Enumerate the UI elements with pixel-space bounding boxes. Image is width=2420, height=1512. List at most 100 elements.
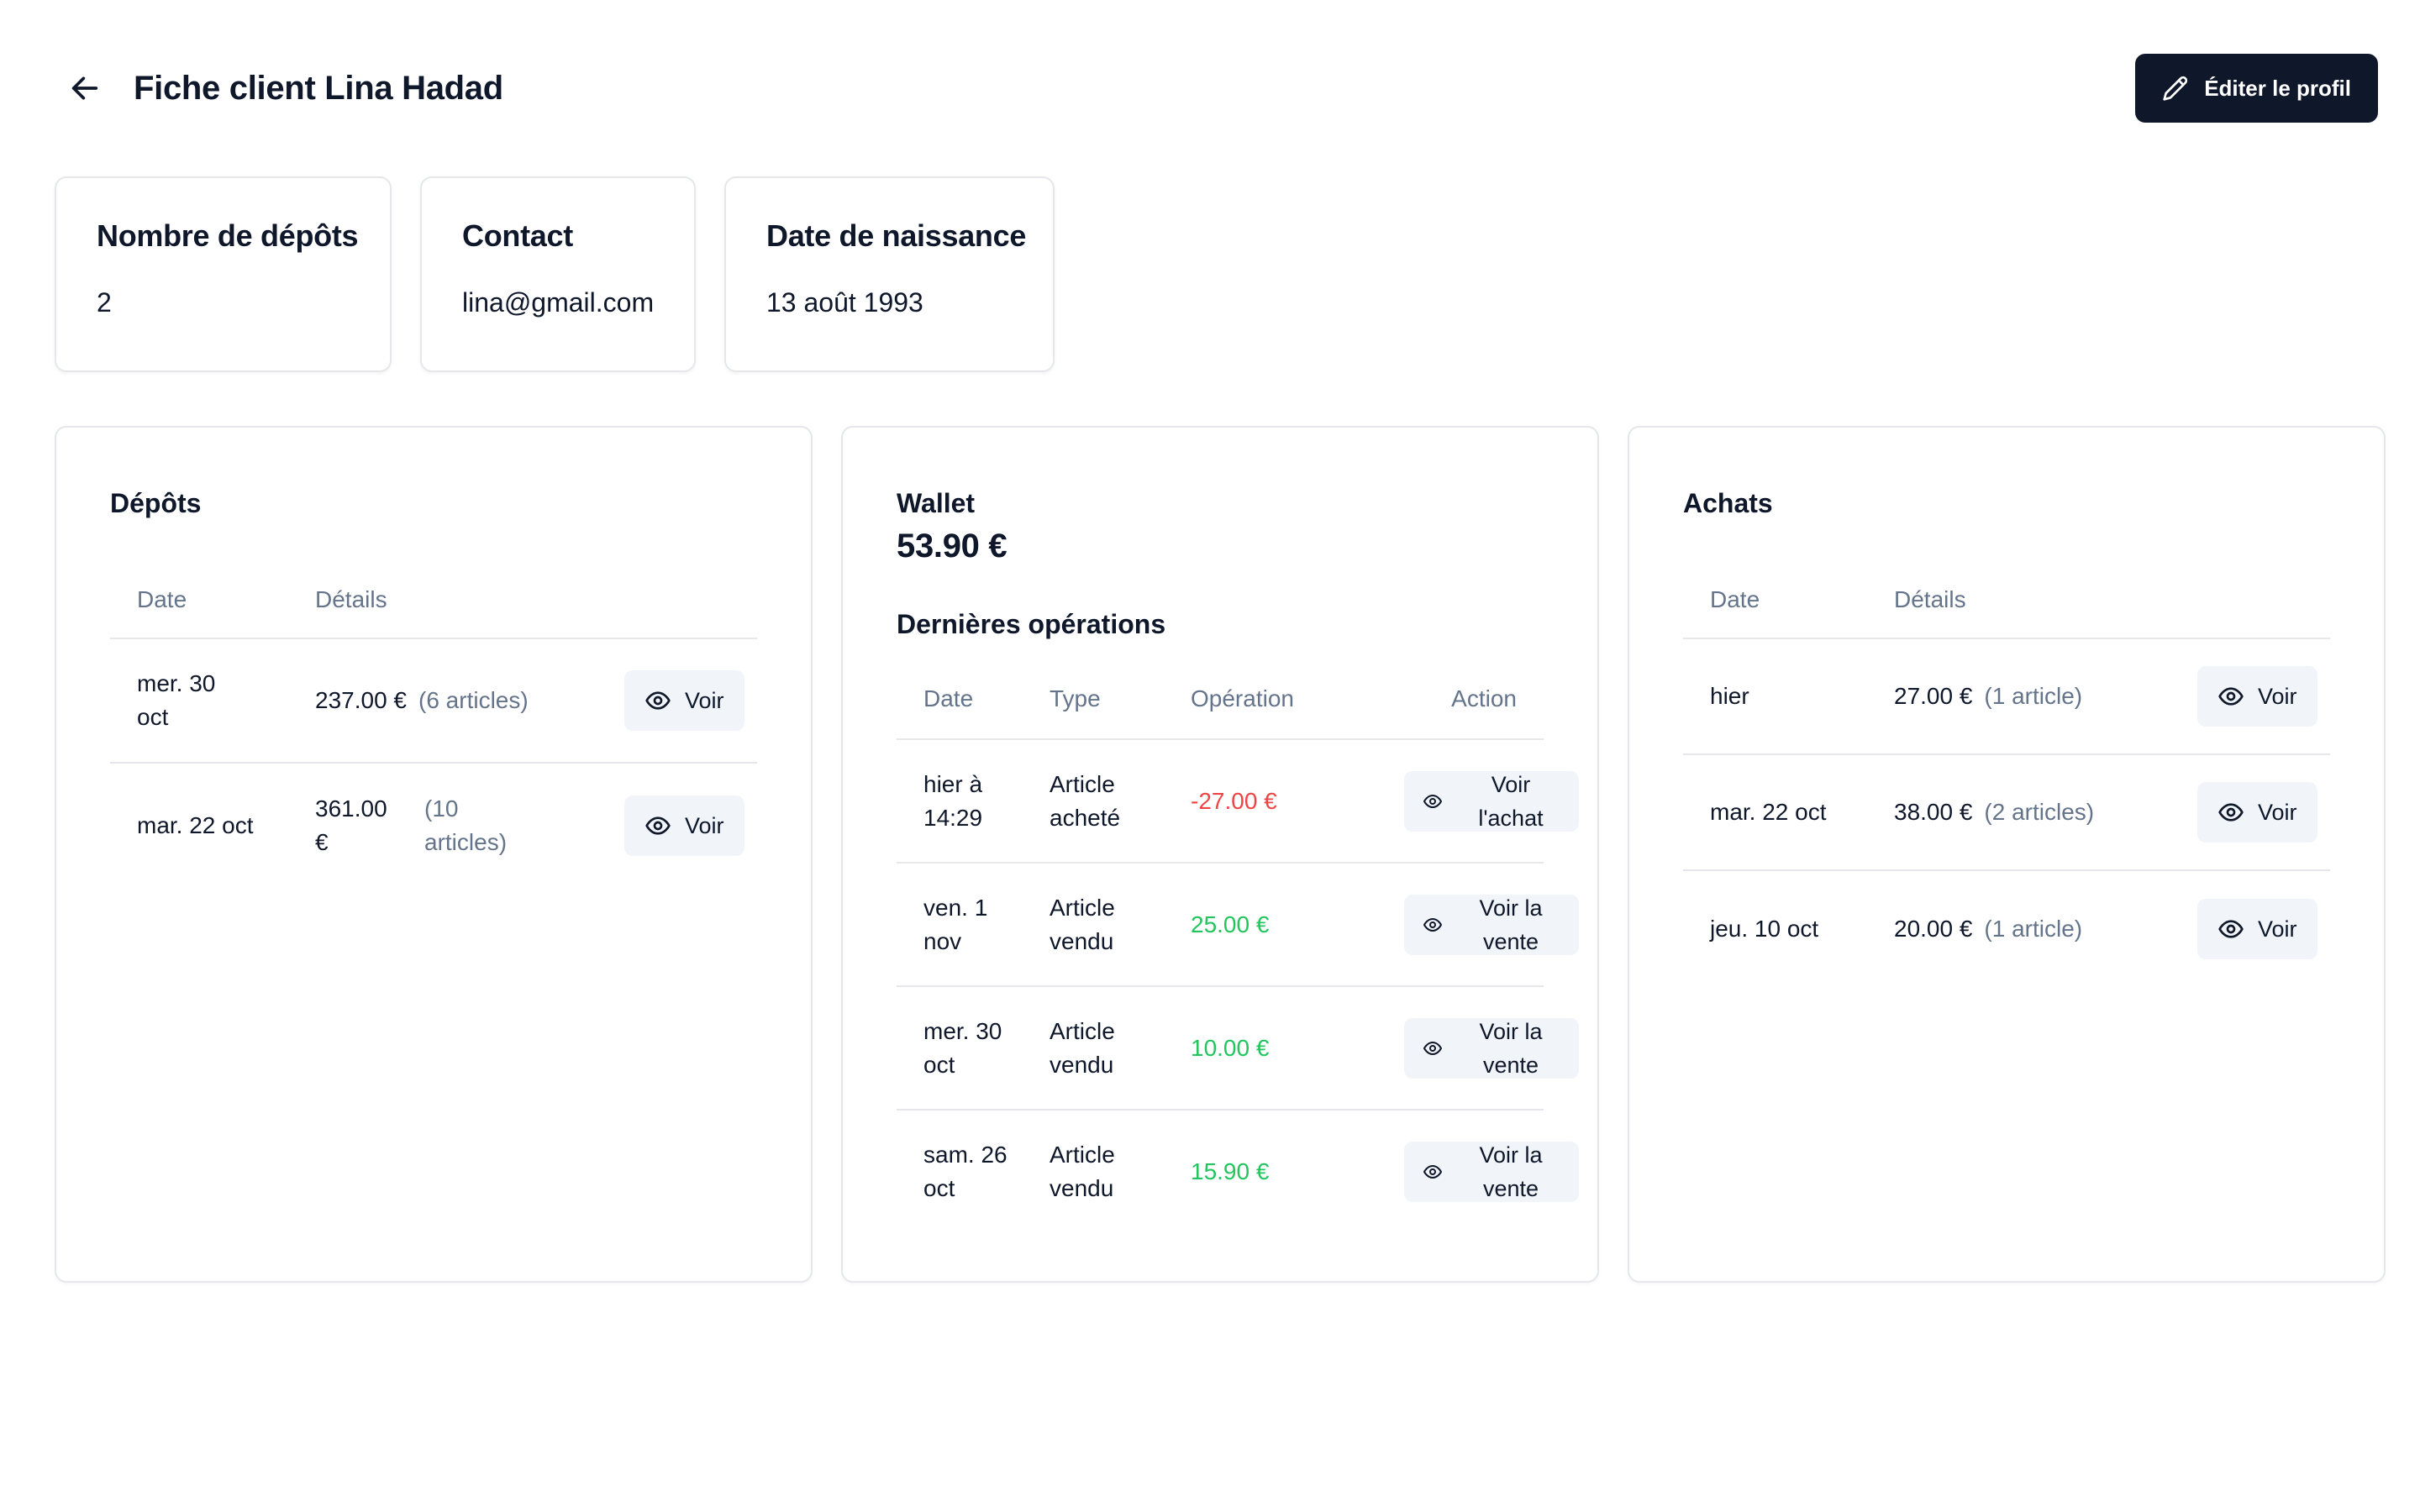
- view-label: Voir: [2258, 916, 2297, 942]
- table-row: jeu. 10 oct 20.00 € (1 article) Voir: [1683, 870, 2330, 986]
- column-header-type: Type: [1023, 659, 1164, 740]
- deposits-count-card: Nombre de dépôts 2: [55, 176, 392, 372]
- details-wrap: 361.00 € (10 articles): [315, 792, 597, 859]
- back-button[interactable]: [61, 65, 108, 112]
- table-row: hier 27.00 € (1 article) Voir: [1683, 638, 2330, 755]
- column-header-date: Date: [110, 561, 288, 639]
- eye-icon: [1423, 1165, 1442, 1179]
- row-action: Voir: [2170, 638, 2330, 755]
- table-header-row: Date Détails: [110, 561, 757, 639]
- table-header-row: Date Type Opération Action: [897, 659, 1544, 740]
- row-action: Voir la vente: [1404, 1110, 1579, 1233]
- column-header-details: Détails: [288, 561, 597, 639]
- view-label: Voir la vente: [1479, 1142, 1543, 1201]
- card-label: Date de naissance: [766, 218, 1027, 253]
- page-title: Fiche client Lina Hadad: [134, 69, 503, 107]
- row-action: Voir la vente: [1404, 986, 1579, 1110]
- row-type: Article vendu: [1050, 1142, 1115, 1201]
- row-action: Voir l'achat: [1404, 739, 1579, 864]
- row-date: ven. 1 nov: [897, 863, 1023, 987]
- card-label: Contact: [462, 218, 573, 253]
- info-cards: Nombre de dépôts 2 Contact lina@gmail.co…: [55, 176, 1055, 372]
- contact-card: Contact lina@gmail.com: [420, 176, 696, 372]
- view-sale-button[interactable]: Voir la vente: [1404, 1017, 1579, 1079]
- row-action: Voir: [2170, 870, 2330, 986]
- details-wrap: 20.00 € (1 article): [1894, 912, 2170, 946]
- table-row: hier à 14:29 Article acheté -27.00 € Voi…: [897, 739, 1579, 864]
- row-action: Voir: [2170, 754, 2330, 871]
- pencil-icon: [2163, 76, 2188, 101]
- row-operation: 15.90 €: [1191, 1158, 1270, 1184]
- details-wrap: 38.00 € (2 articles): [1894, 795, 2170, 829]
- view-purchase-button[interactable]: Voir: [2197, 898, 2317, 959]
- view-label: Voir l'achat: [1478, 771, 1544, 831]
- row-articles: (1 article): [1984, 683, 2083, 709]
- eye-icon: [2218, 687, 2244, 706]
- table-row: mer. 30 oct 237.00 € (6 articles) Voir: [110, 638, 757, 764]
- row-details: 237.00 € (6 articles): [288, 638, 597, 764]
- row-articles: (1 article): [1984, 915, 2083, 942]
- row-operation: 25.00 €: [1164, 863, 1404, 987]
- table-row: mar. 22 oct 361.00 € (10 articles) Voir: [110, 763, 757, 887]
- row-date-text: mar. 22 oct: [137, 811, 254, 838]
- wallet-title: Wallet: [897, 488, 976, 518]
- row-amount: 361.00 €: [315, 795, 387, 855]
- row-operation: -27.00 €: [1164, 739, 1404, 864]
- card-value: 13 août 1993: [766, 287, 923, 318]
- purchases-table: Date Détails hier 27.00 € (1 article): [1683, 561, 2330, 986]
- view-label: Voir: [2258, 684, 2297, 709]
- row-action: Voir: [597, 638, 757, 764]
- row-type: Article vendu: [1023, 863, 1164, 987]
- view-sale-button[interactable]: Voir la vente: [1404, 1142, 1579, 1202]
- view-label: Voir: [2258, 800, 2297, 825]
- eye-icon: [645, 691, 671, 710]
- row-details: 20.00 € (1 article): [1867, 870, 2170, 986]
- view-purchase-button[interactable]: Voir: [2197, 666, 2317, 727]
- view-label: Voir la vente: [1479, 1018, 1543, 1078]
- row-date: mar. 22 oct: [110, 763, 288, 887]
- row-date: mer. 30 oct: [110, 638, 288, 764]
- view-deposit-button[interactable]: Voir: [624, 670, 744, 731]
- operations-title: Dernières opérations: [897, 609, 1166, 639]
- deposits-table: Date Détails mer. 30 oct 237.00 € (6 art…: [110, 561, 757, 887]
- table-row: ven. 1 nov Article vendu 25.00 € Voir la…: [897, 863, 1579, 987]
- page-header: Fiche client Lina Hadad Éditer le profil: [55, 54, 2378, 123]
- view-deposit-button[interactable]: Voir: [624, 795, 744, 856]
- row-date: mer. 30 oct: [897, 986, 1023, 1110]
- table-row: sam. 26 oct Article vendu 15.90 € Voir l…: [897, 1110, 1579, 1233]
- row-action: Voir: [597, 763, 757, 887]
- table-row: mar. 22 oct 38.00 € (2 articles) Voir: [1683, 754, 2330, 871]
- row-date: sam. 26 oct: [923, 1142, 1007, 1201]
- card-label: Nombre de dépôts: [97, 218, 359, 253]
- view-purchase-button[interactable]: Voir: [2197, 782, 2317, 843]
- column-header-details: Détails: [1867, 561, 2170, 639]
- panels: Dépôts Date Détails mer. 30 oct: [55, 426, 2386, 1283]
- row-date: jeu. 10 oct: [1710, 915, 1819, 942]
- column-header-operation: Opération: [1164, 659, 1404, 740]
- deposits-title: Dépôts: [110, 488, 202, 518]
- edit-profile-button[interactable]: Éditer le profil: [2135, 54, 2378, 123]
- row-operation: 10.00 €: [1164, 986, 1404, 1110]
- purchases-title: Achats: [1683, 488, 1773, 518]
- column-header-date: Date: [897, 659, 1023, 740]
- wallet-amount: 53.90 €: [897, 528, 1007, 564]
- column-header-action: Action: [1404, 659, 1544, 740]
- column-header-action: [597, 561, 757, 639]
- row-details: 361.00 € (10 articles): [288, 763, 597, 887]
- operations-table: Date Type Opération Action hier à 14:29 …: [897, 659, 1579, 1233]
- row-type: Article vendu: [1023, 986, 1164, 1110]
- row-articles: (10 articles): [424, 795, 508, 855]
- eye-icon: [645, 816, 671, 835]
- row-date: hier à 14:29: [897, 739, 1023, 864]
- column-header-action: [2170, 561, 2330, 639]
- wallet-panel: Wallet 53.90 € Dernières opérations Date…: [841, 426, 1599, 1283]
- eye-icon: [1423, 794, 1442, 808]
- view-purchase-button[interactable]: Voir l'achat: [1404, 770, 1579, 832]
- row-details: 38.00 € (2 articles): [1867, 754, 2170, 871]
- view-sale-button[interactable]: Voir la vente: [1404, 894, 1579, 955]
- row-amount: 20.00 €: [1894, 915, 1973, 942]
- row-articles: (2 articles): [1984, 799, 2095, 825]
- table-header-row: Date Détails: [1683, 561, 2330, 639]
- header-left: Fiche client Lina Hadad: [55, 65, 503, 112]
